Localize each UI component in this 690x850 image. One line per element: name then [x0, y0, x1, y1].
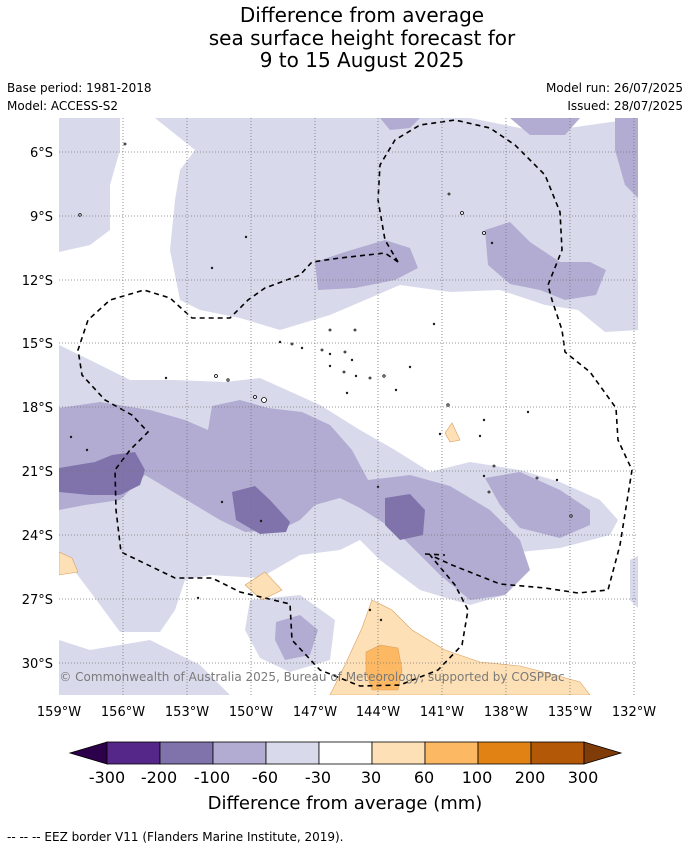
colorbar-segment [371, 741, 426, 765]
colorbar-tick-label: -60 [252, 768, 278, 787]
colorbar-segment [159, 741, 214, 765]
x-tick-label: 147°W [293, 705, 337, 720]
colorbar-segment [106, 741, 161, 765]
y-tick-label: 21°S [22, 465, 53, 480]
anomaly-band-strong-negative [59, 452, 425, 540]
x-tick-label: 135°W [548, 705, 592, 720]
y-tick-label: 30°S [22, 657, 53, 672]
colorbar-segment [265, 741, 320, 765]
x-tick-label: 141°W [420, 705, 464, 720]
x-tick-label: 159°W [37, 705, 81, 720]
y-tick-label: 15°S [22, 337, 53, 352]
y-axis-labels: 6°S 9°S 12°S 15°S 18°S 21°S 24°S 27°S 30… [22, 146, 53, 672]
y-tick-label: 12°S [22, 274, 53, 289]
colorbar-segment [477, 741, 532, 765]
title-line-3: 9 to 15 August 2025 [259, 48, 465, 72]
colorbar-extension-high [583, 741, 623, 765]
x-axis-labels: 159°W 156°W 153°W 150°W 147°W 144°W 141°… [37, 705, 656, 720]
anomaly-band-positive [59, 422, 591, 695]
eez-borders [77, 119, 633, 687]
copyright-text: © Commonwealth of Australia 2025, Bureau… [59, 670, 564, 684]
colorbar-tick-label: 30 [361, 768, 381, 787]
colorbar-tick-label: -30 [305, 768, 331, 787]
model-run: Model run: 26/07/2025 [545, 81, 683, 95]
eez-footnote: -- -- -- EEZ border V11 (Flanders Marine… [7, 830, 344, 844]
x-tick-label: 156°W [101, 705, 145, 720]
colorbar-segment [530, 741, 585, 765]
colorbar-tick-label: 100 [462, 768, 493, 787]
y-tick-label: 18°S [22, 401, 53, 416]
x-tick-label: 132°W [612, 705, 656, 720]
map-grid [59, 118, 638, 695]
x-tick-label: 150°W [229, 705, 273, 720]
colorbar-tick-labels: -300 -200 -100 -60 -30 30 60 100 200 300 [89, 768, 598, 787]
y-tick-label: 27°S [22, 593, 53, 608]
colorbar-tick-label: 60 [414, 768, 434, 787]
model-name: Model: ACCESS-S2 [7, 99, 119, 113]
x-tick-label: 138°W [484, 705, 528, 720]
colorbar-tick-label: -200 [141, 768, 177, 787]
y-tick-label: 6°S [30, 146, 53, 161]
meta-left: Base period: 1981-2018 Model: ACCESS-S2 [7, 79, 152, 115]
colorbar-label: Difference from average (mm) [208, 793, 483, 814]
x-tick-label: 153°W [165, 705, 209, 720]
map-title: Difference from average sea surface heig… [0, 4, 690, 72]
map-area: © Commonwealth of Australia 2025, Bureau… [59, 118, 638, 695]
colorbar-extension-low [68, 741, 108, 765]
colorbar-tick-label: -100 [194, 768, 230, 787]
y-tick-label: 9°S [30, 210, 53, 225]
title-line-1: Difference from average [239, 3, 485, 27]
base-period: Base period: 1981-2018 [7, 81, 152, 95]
colorbar-tick-label: 200 [515, 768, 546, 787]
colorbar [68, 741, 623, 765]
colorbar-segment [424, 741, 479, 765]
title-line-2: sea surface height forecast for [208, 25, 516, 50]
colorbar-segment [318, 741, 373, 765]
meta-right: Model run: 26/07/2025 Issued: 28/07/2025 [546, 79, 683, 115]
colorbar-tick-label: -300 [89, 768, 125, 787]
islands [69, 142, 573, 622]
y-tick-label: 24°S [22, 529, 53, 544]
x-tick-label: 144°W [356, 705, 400, 720]
colorbar-segment [212, 741, 267, 765]
issued-date: Issued: 28/07/2025 [567, 99, 683, 113]
colorbar-tick-label: 300 [568, 768, 599, 787]
